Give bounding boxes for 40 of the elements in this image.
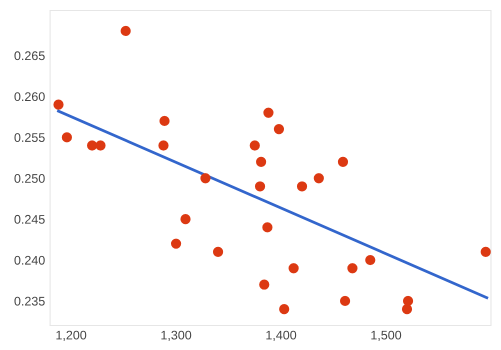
point — [250, 140, 260, 151]
point — [120, 26, 131, 36]
point — [480, 246, 491, 257]
y-tick-label: 0.255 — [14, 133, 45, 142]
point — [347, 263, 358, 274]
x-tick-label: 1,300 — [161, 330, 192, 342]
point — [279, 304, 290, 314]
point — [95, 140, 106, 151]
point — [53, 100, 64, 110]
x-tick-label: 1,200 — [56, 330, 86, 342]
y-tick-label: 0.265 — [14, 51, 45, 60]
point — [340, 296, 350, 306]
point — [212, 246, 224, 257]
point — [274, 124, 284, 134]
point — [254, 181, 266, 192]
point — [259, 280, 270, 290]
point — [338, 156, 348, 167]
point — [200, 173, 211, 184]
y-tick-label: 0.240 — [14, 256, 45, 265]
point — [62, 132, 72, 142]
point — [262, 222, 272, 232]
point — [288, 263, 299, 274]
y-tick-label: 0.250 — [14, 174, 45, 183]
point — [158, 140, 169, 151]
y-tick-label: 0.260 — [14, 92, 45, 102]
point — [170, 238, 182, 249]
point — [87, 140, 98, 151]
point — [314, 173, 324, 184]
point — [402, 304, 412, 314]
point — [365, 254, 376, 266]
point — [402, 296, 414, 306]
y-tick-label: 0.245 — [14, 214, 45, 224]
x-tick-label: 1,400 — [266, 330, 296, 342]
x-tick-label: 1,500 — [371, 330, 402, 342]
point — [296, 181, 308, 192]
point — [263, 108, 274, 118]
point — [256, 156, 266, 167]
point — [159, 116, 170, 126]
y-tick-label: 0.235 — [14, 296, 45, 306]
point — [180, 214, 191, 224]
